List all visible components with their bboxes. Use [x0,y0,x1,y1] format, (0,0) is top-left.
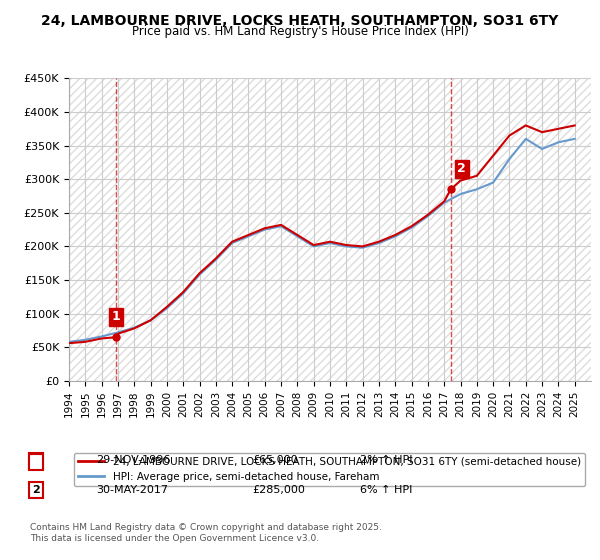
Text: 1: 1 [32,455,40,465]
Text: 24, LAMBOURNE DRIVE, LOCKS HEATH, SOUTHAMPTON, SO31 6TY: 24, LAMBOURNE DRIVE, LOCKS HEATH, SOUTHA… [41,14,559,28]
Legend: 24, LAMBOURNE DRIVE, LOCKS HEATH, SOUTHAMPTON, SO31 6TY (semi-detached house), H: 24, LAMBOURNE DRIVE, LOCKS HEATH, SOUTHA… [74,452,585,486]
Text: 29-NOV-1996: 29-NOV-1996 [96,455,170,465]
Text: 2: 2 [457,162,466,175]
Text: 1: 1 [32,457,40,467]
Text: £65,000: £65,000 [252,455,298,465]
Text: 30-MAY-2017: 30-MAY-2017 [96,485,168,495]
Text: 1: 1 [112,310,121,323]
Text: £285,000: £285,000 [252,485,305,495]
Text: Contains HM Land Registry data © Crown copyright and database right 2025.
This d: Contains HM Land Registry data © Crown c… [30,524,382,543]
Text: 6% ↑ HPI: 6% ↑ HPI [360,485,412,495]
Text: 2: 2 [32,485,40,495]
Text: Price paid vs. HM Land Registry's House Price Index (HPI): Price paid vs. HM Land Registry's House … [131,25,469,38]
Text: 2% ↑ HPI: 2% ↑ HPI [360,455,413,465]
